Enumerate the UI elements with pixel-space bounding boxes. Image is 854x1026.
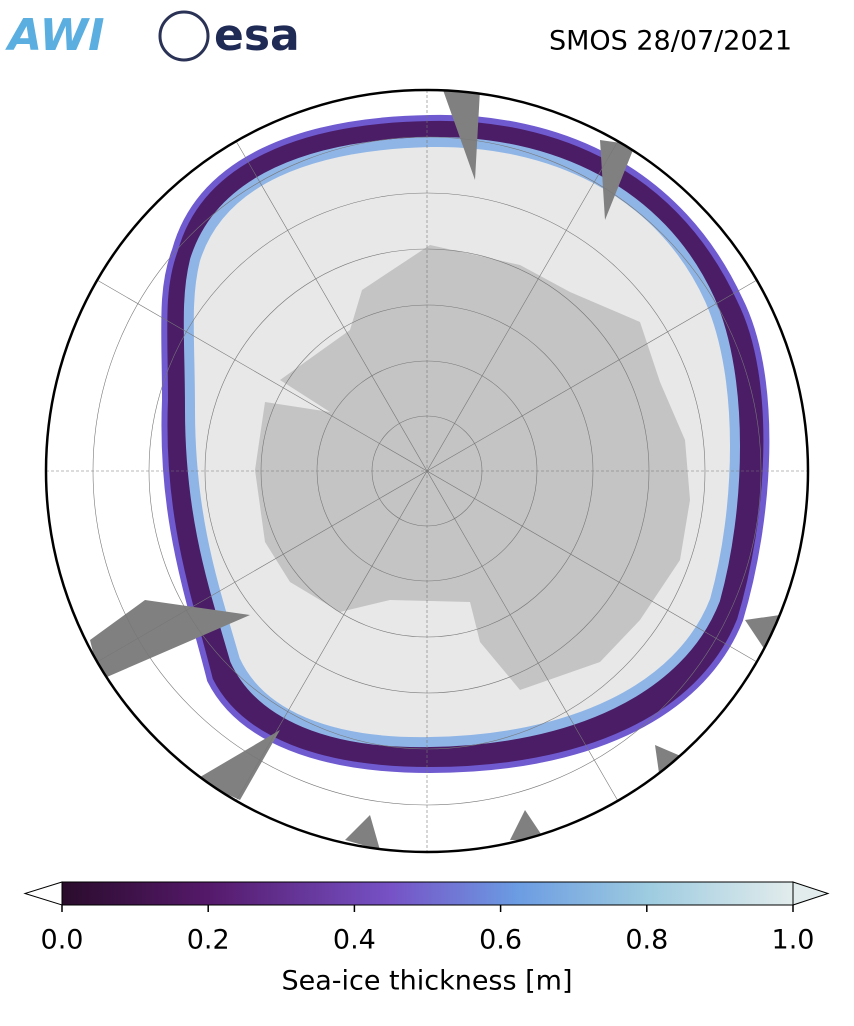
esa-logo: esa — [214, 10, 300, 61]
graticule — [46, 90, 808, 852]
colorbar-gradient — [61, 881, 794, 906]
colorbar-tick-label: 0.0 — [41, 925, 84, 956]
colorbar-tick-label: 0.6 — [479, 925, 522, 956]
map-title: SMOS 28/07/2021 — [549, 26, 792, 57]
awi-logo: AWI — [5, 10, 105, 61]
colorbar-tick-label: 0.4 — [333, 925, 376, 956]
colorbar-tick-label: 0.8 — [625, 925, 668, 956]
colorbar-tick-label: 0.2 — [187, 925, 230, 956]
antarctica — [255, 245, 690, 690]
colorbar — [23, 881, 830, 906]
map — [46, 90, 808, 852]
colorbar-over — [792, 881, 830, 906]
esa-logo-mark — [158, 10, 210, 62]
colorbar-tick-label: 1.0 — [772, 925, 815, 956]
colorbar-label: Sea-ice thickness [m] — [281, 966, 572, 997]
colorbar-under — [23, 881, 63, 906]
map-boundary — [44, 88, 810, 854]
